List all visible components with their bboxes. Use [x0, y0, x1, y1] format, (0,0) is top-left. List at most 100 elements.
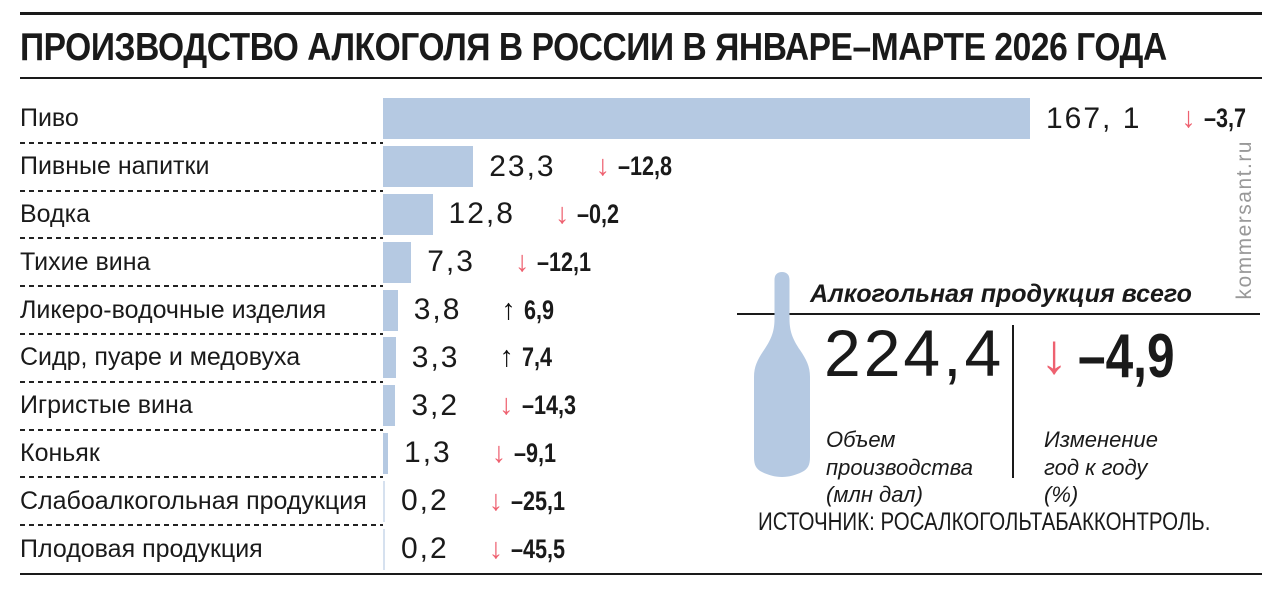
top-rule — [20, 12, 1262, 15]
bar-area: 3,8 ↑ 6,9 — [383, 286, 1262, 334]
category-label: Сидр, пуаре и медовуха — [20, 343, 301, 372]
value-label: 0,2 — [401, 484, 449, 518]
volume-caption-line: (млн дал) — [826, 482, 923, 507]
value-label: 12,8 — [448, 197, 515, 231]
category-label-cell: Сидр, пуаре и медовуха — [20, 334, 383, 383]
arrow-down-icon: ↓ — [595, 150, 611, 183]
chart-row: Плодовая продукция 0,2 ↓ –45,5 — [20, 525, 1262, 573]
source-note: ИСТОЧНИК: РОСАЛКОГОЛЬТАБАККОНТРОЛЬ. — [758, 508, 1211, 536]
bar — [383, 528, 385, 570]
arrow-down-icon: ↓ — [488, 532, 504, 565]
bar — [383, 146, 474, 188]
bar-area: 1,3 ↓ –9,1 — [383, 430, 1262, 478]
category-label: Тихие вина — [20, 247, 151, 276]
bar — [383, 241, 412, 283]
total-change: ↓ –4,9 — [1040, 326, 1199, 388]
chart-row: Сидр, пуаре и медовуха 3,3 ↑ 7,4 — [20, 334, 1262, 383]
change-value: –0,2 — [577, 198, 620, 229]
change-value: –25,1 — [511, 485, 566, 516]
bar — [383, 193, 433, 235]
total-volume-value: 224,4 — [824, 316, 1005, 390]
category-label-cell: Тихие вина — [20, 238, 383, 287]
value-label: 3,3 — [411, 340, 460, 374]
bar-area: 167, 1 ↓ –3,7 — [383, 95, 1262, 143]
bar-area: 12,8 ↓ –0,2 — [383, 191, 1262, 239]
category-label-cell: Пиво — [20, 95, 383, 144]
arrow-up-icon: ↑ — [499, 341, 514, 374]
chart-row: Пиво 167, 1 ↓ –3,7 — [20, 95, 1262, 144]
value-label: 3,2 — [411, 388, 460, 422]
category-label: Пивные напитки — [20, 152, 210, 181]
category-label: Пиво — [20, 104, 79, 133]
change-caption-line: (%) — [1044, 482, 1079, 507]
category-label-cell: Игристые вина — [20, 382, 383, 431]
page-title: ПРОИЗВОДСТВО АЛКОГОЛЯ В РОССИИ В ЯНВАРЕ–… — [20, 26, 1167, 69]
bar-chart: Пиво 167, 1 ↓ –3,7 Пивные напитки 23,3 ↓… — [20, 95, 1262, 573]
arrow-up-icon: ↑ — [501, 293, 516, 326]
bar-area: 0,2 ↓ –25,1 — [383, 477, 1262, 525]
total-change-value: –4,9 — [1078, 322, 1175, 391]
category-label: Слабоалкогольная продукция — [20, 486, 367, 515]
chart-row: Игристые вина 3,2 ↓ –14,3 — [20, 382, 1262, 431]
change-value: –3,7 — [1203, 103, 1246, 134]
category-label: Ликеро-водочные изделия — [20, 295, 327, 324]
value-label: 3,8 — [413, 293, 462, 327]
arrow-down-icon: ↓ — [491, 436, 507, 469]
value-label: 7,3 — [427, 245, 475, 279]
arrow-down-icon: ↓ — [499, 389, 514, 422]
value-label: 167, 1 — [1046, 101, 1142, 135]
change-value: –14,3 — [521, 390, 576, 421]
bottom-rule — [20, 573, 1262, 575]
bar — [383, 98, 1030, 140]
summary-heading-rule — [737, 313, 1260, 315]
bar-area: 3,3 ↑ 7,4 — [383, 334, 1262, 382]
chart-row: Тихие вина 7,3 ↓ –12,1 — [20, 238, 1262, 287]
category-label-cell: Водка — [20, 191, 383, 240]
change-value: 7,4 — [521, 342, 553, 373]
watermark: kommersant.ru — [1233, 140, 1256, 300]
value-label: 23,3 — [489, 149, 556, 183]
category-label: Водка — [20, 199, 91, 228]
bar-area: 3,2 ↓ –14,3 — [383, 382, 1262, 430]
bar — [383, 385, 396, 427]
arrow-down-icon: ↓ — [1040, 322, 1068, 385]
arrow-down-icon: ↓ — [1181, 102, 1196, 135]
value-label: 1,3 — [404, 436, 452, 470]
volume-caption-line: производства — [826, 454, 973, 480]
summary-divider — [1012, 325, 1014, 478]
category-label-cell: Пивные напитки — [20, 143, 383, 192]
change-value: –12,8 — [618, 151, 673, 182]
chart-row: Ликеро-водочные изделия 3,8 ↑ 6,9 — [20, 286, 1262, 335]
arrow-down-icon: ↓ — [514, 245, 530, 278]
bar-area: 23,3 ↓ –12,8 — [383, 143, 1262, 191]
bar-area: 0,2 ↓ –45,5 — [383, 525, 1262, 573]
bar — [383, 289, 398, 331]
change-caption-line: Изменение — [1044, 427, 1158, 452]
bar-area: 7,3 ↓ –12,1 — [383, 238, 1262, 286]
bar — [383, 432, 389, 474]
category-label-cell: Ликеро-водочные изделия — [20, 286, 383, 335]
category-label: Игристые вина — [20, 391, 193, 420]
category-label: Коньяк — [20, 438, 100, 467]
change-value: –45,5 — [511, 533, 566, 564]
category-label-cell: Плодовая продукция — [20, 525, 383, 573]
value-label: 0,2 — [401, 532, 449, 566]
title-rule — [20, 77, 1262, 79]
category-label-cell: Слабоалкогольная продукция — [20, 477, 383, 526]
arrow-down-icon: ↓ — [488, 484, 504, 517]
chart-row: Пивные напитки 23,3 ↓ –12,8 — [20, 143, 1262, 192]
bar — [383, 337, 396, 379]
change-value: –12,1 — [537, 246, 592, 277]
bottle-icon — [754, 272, 810, 477]
volume-caption: Объем производства (млн дал) — [826, 426, 973, 509]
bar — [383, 480, 385, 522]
change-value: 6,9 — [523, 294, 554, 325]
change-caption-line: год к году — [1044, 454, 1148, 480]
chart-row: Слабоалкогольная продукция 0,2 ↓ –25,1 — [20, 477, 1262, 526]
chart-row: Водка 12,8 ↓ –0,2 — [20, 191, 1262, 240]
summary-heading: Алкогольная продукция всего — [810, 280, 1192, 308]
change-value: –9,1 — [514, 437, 557, 468]
change-caption: Изменение год к году (%) — [1044, 426, 1158, 509]
category-label-cell: Коньяк — [20, 430, 383, 479]
arrow-down-icon: ↓ — [554, 197, 570, 230]
